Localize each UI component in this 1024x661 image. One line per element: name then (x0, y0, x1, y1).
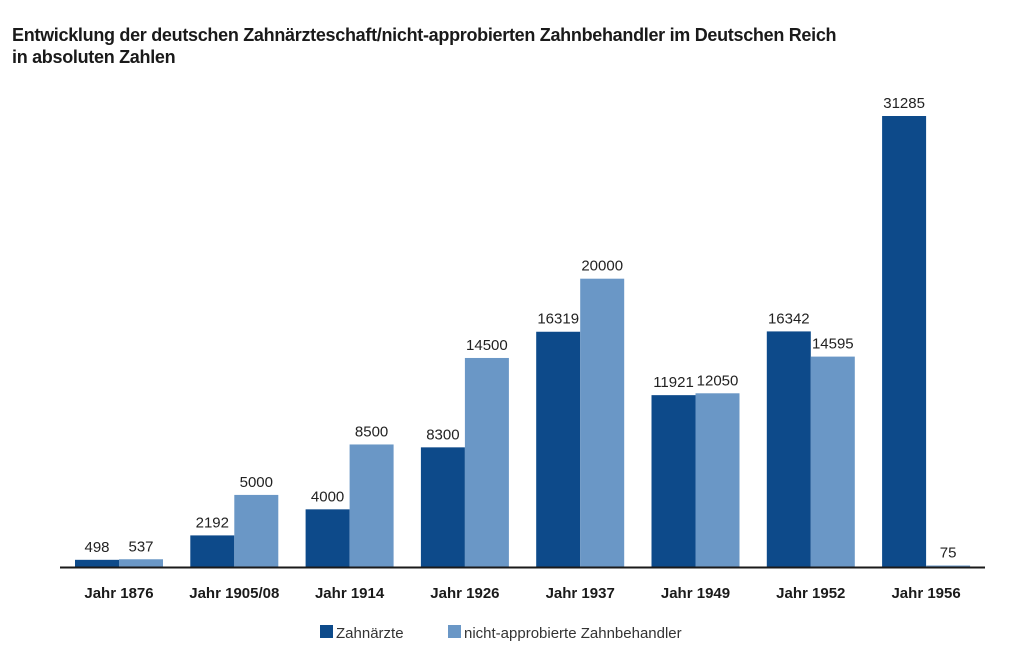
chart-title-line: Entwicklung der deutschen Zahnärzteschaf… (12, 25, 837, 45)
data-label: 537 (128, 538, 153, 555)
legend-label: Zahnärzte (336, 625, 404, 642)
x-tick-label: Jahr 1926 (430, 585, 499, 602)
legend: Zahnärzte nicht-approbierte Zahnbehandler (320, 625, 682, 642)
data-label: 8500 (355, 423, 388, 440)
data-label: 16342 (768, 310, 810, 327)
bar-zahnaerzte (882, 116, 927, 567)
x-tick-label: Jahr 1876 (84, 585, 153, 602)
chart-subtitle: in absoluten Zahlen (12, 47, 176, 67)
x-tick-label: Jahr 1956 (891, 585, 960, 602)
bar-zahnbehandler (580, 278, 625, 567)
bar-zahnbehandler (695, 393, 740, 567)
data-label: 4000 (311, 488, 344, 505)
bar-zahnaerzte (75, 559, 119, 567)
bar-zahnbehandler (119, 559, 163, 567)
data-label: 12050 (697, 372, 739, 389)
bar-zahnbehandler (349, 444, 394, 567)
data-label: 20000 (581, 258, 623, 275)
bars-group: 498 537 2192 5000 4000 8500 8300 14500 16319 2000… (75, 95, 971, 567)
x-tick-label: Jahr 1952 (776, 585, 845, 602)
data-label: 14595 (812, 336, 854, 353)
data-label: 11921 (653, 374, 694, 391)
bar-zahnbehandler (464, 357, 509, 567)
data-label: 16319 (537, 311, 579, 328)
legend-swatch (448, 625, 461, 638)
data-label: 8300 (426, 426, 459, 443)
bar-zahnaerzte (766, 331, 811, 567)
x-tick-label: Jahr 1949 (661, 585, 730, 602)
bar-zahnaerzte (420, 447, 465, 567)
data-label: 75 (940, 545, 957, 562)
bar-zahnaerzte (651, 395, 696, 567)
data-label: 498 (84, 539, 109, 556)
x-tick-label: Jahr 1914 (315, 585, 385, 602)
x-tick-label: Jahr 1905/08 (189, 585, 279, 602)
data-label: 31285 (883, 95, 925, 112)
x-tick-label: Jahr 1937 (546, 585, 615, 602)
bar-zahnbehandler (926, 565, 971, 567)
bar-zahnaerzte (305, 509, 350, 567)
legend-label: nicht-approbierte Zahnbehandler (464, 625, 682, 642)
data-label: 14500 (466, 337, 508, 354)
x-tick-labels: Jahr 1876 Jahr 1905/08 Jahr 1914 Jahr 1926 J… (84, 585, 960, 602)
legend-swatch (320, 625, 333, 638)
data-label: 5000 (240, 474, 273, 491)
bar-zahnbehandler (234, 494, 279, 567)
bar-zahnaerzte (536, 331, 581, 567)
bar-zahnbehandler (810, 356, 855, 567)
bar-zahnaerzte (190, 535, 235, 567)
chart-title: Entwicklung der deutschen Zahnärzteschaf… (12, 24, 837, 68)
data-label: 2192 (196, 514, 229, 531)
